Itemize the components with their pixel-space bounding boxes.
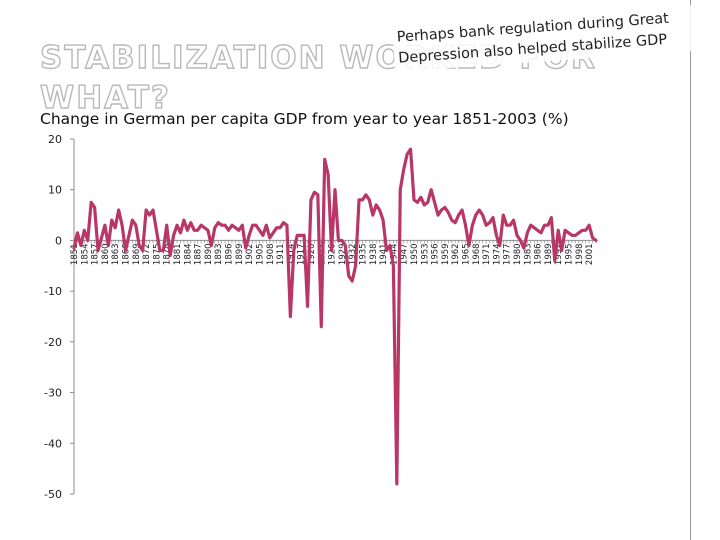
x-tick-label: 1917 [297, 243, 307, 265]
x-tick-label: 1884 [183, 243, 193, 265]
x-tick-label: 1962 [451, 243, 461, 265]
x-tick-label: 1971 [482, 243, 492, 265]
x-tick-label: 1944 [389, 243, 399, 265]
x-tick-label: 1965 [462, 243, 472, 265]
x-tick-label: 1890 [204, 243, 214, 265]
chart-title: Change in German per capita GDP from yea… [40, 110, 569, 128]
x-tick-label: 1968 [472, 243, 482, 265]
x-tick-label: 1980 [513, 243, 523, 265]
x-tick-label: 1938 [369, 243, 379, 265]
x-tick-label: 1914 [286, 243, 296, 265]
x-tick-label: 1986 [534, 243, 544, 265]
x-tick-label: 1863 [111, 243, 121, 265]
x-tick-label: 1896 [225, 243, 235, 265]
x-tick-label: 1899 [235, 243, 245, 265]
x-tick-label: 1974 [492, 243, 502, 265]
x-tick-label: 1881 [173, 243, 183, 265]
x-tick-label: 1920 [307, 243, 317, 265]
x-tick-label: 1902 [245, 243, 255, 265]
x-tick-label: 1860 [101, 243, 111, 265]
x-tick-label: 1878 [163, 243, 173, 265]
y-tick-label: -30 [44, 387, 62, 400]
x-tick-label: 1869 [132, 243, 142, 265]
x-tick-label: 1995 [565, 243, 575, 265]
y-tick-label: -20 [44, 336, 62, 349]
x-tick-label: 2001 [585, 243, 595, 265]
x-tick-label: 1983 [523, 243, 533, 265]
x-tick-label: 1998 [575, 243, 585, 265]
y-tick-label: -10 [44, 285, 62, 298]
y-tick-label: 0 [55, 234, 62, 247]
x-tick-label: 1989 [544, 243, 554, 265]
y-tick-label: -50 [44, 488, 62, 501]
x-tick-label: 1854 [80, 243, 90, 265]
x-tick-label: 1959 [441, 243, 451, 265]
x-tick-label: 1905 [255, 243, 265, 265]
x-tick-label: 1911 [276, 243, 286, 265]
x-tick-label: 1929 [338, 243, 348, 265]
y-tick-label: 10 [48, 184, 62, 197]
x-tick-label: 1926 [328, 243, 338, 265]
x-tick-label: 1941 [379, 243, 389, 265]
y-tick-label: 20 [48, 133, 62, 146]
x-tick-label: 1872 [142, 243, 152, 265]
x-tick-label: 1932 [348, 243, 358, 265]
y-tick-label: -40 [44, 437, 62, 450]
gdp-change-series-line [72, 147, 598, 486]
x-tick-label: 1866 [122, 243, 132, 265]
x-tick-label: 1956 [431, 243, 441, 265]
x-tick-label: 1953 [420, 243, 430, 265]
x-tick-label: 1950 [410, 243, 420, 265]
x-tick-label: 1887 [194, 243, 204, 265]
x-tick-label: 1893 [214, 243, 224, 265]
x-tick-label: 1947 [400, 243, 410, 265]
x-tick-label: 1851 [70, 243, 80, 265]
x-tick-label: 1875 [152, 243, 162, 265]
x-tick-label: 1935 [358, 243, 368, 265]
x-tick-label: 1857 [91, 243, 101, 265]
x-tick-label: 1908 [266, 243, 276, 265]
right-edge-rule [690, 0, 691, 540]
x-tick-label: 1977 [503, 243, 513, 265]
x-tick-label: 1992 [554, 243, 564, 265]
